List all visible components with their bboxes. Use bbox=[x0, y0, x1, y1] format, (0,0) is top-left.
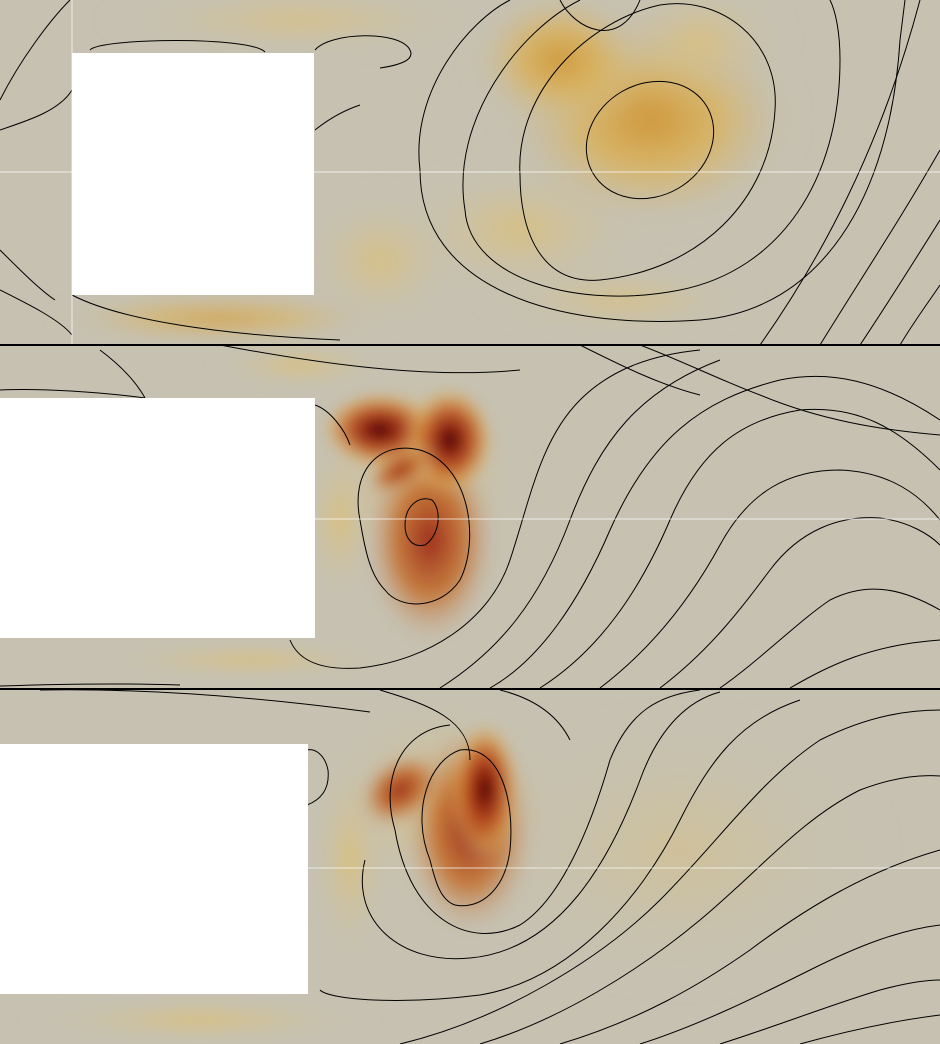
panel-bottom-streamlines bbox=[40, 690, 940, 1044]
panel-bottom bbox=[0, 690, 940, 1044]
panel-middle-obstacle bbox=[0, 398, 315, 638]
panel-top-field bbox=[50, 0, 800, 336]
panel-bottom-field bbox=[20, 690, 900, 1044]
panel-top-obstacle bbox=[72, 53, 314, 295]
panel-top-streamlines bbox=[0, 0, 940, 345]
panel-middle-streamlines bbox=[0, 345, 940, 688]
panel-top bbox=[0, 0, 940, 345]
panel-middle bbox=[0, 345, 940, 688]
panel-middle-field bbox=[90, 345, 530, 680]
panel-bottom-obstacle bbox=[0, 744, 308, 994]
